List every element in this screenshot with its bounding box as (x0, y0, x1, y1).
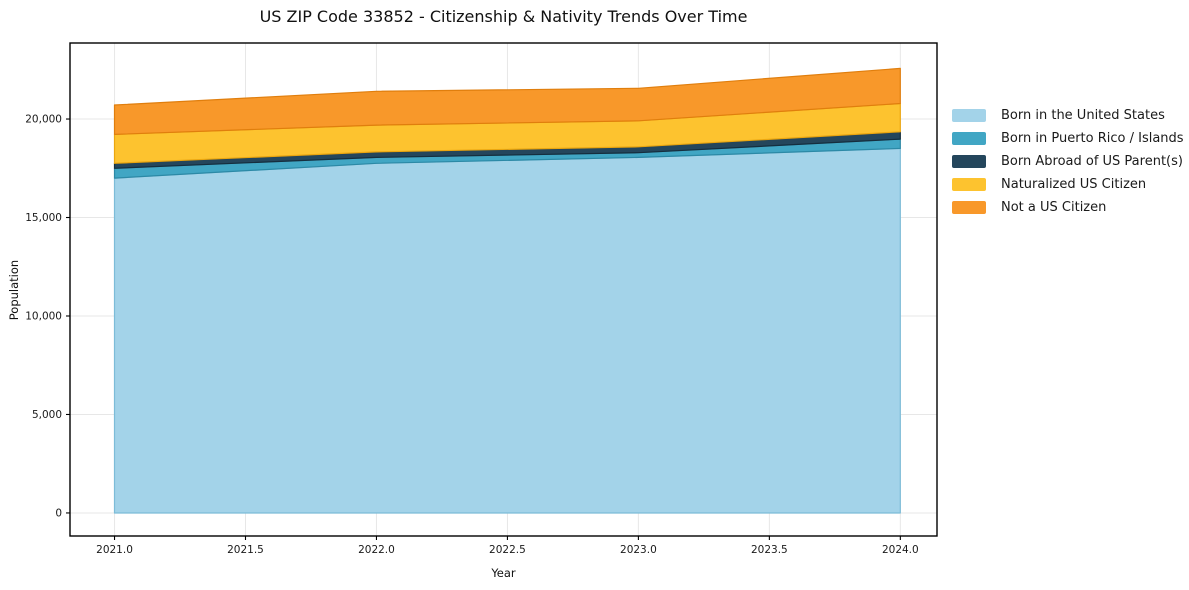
legend-label: Born in Puerto Rico / Islands (1001, 131, 1184, 146)
x-tick-label: 2022.0 (358, 544, 395, 556)
legend-item: Born Abroad of US Parent(s) (952, 150, 1187, 173)
y-tick-label: 5,000 (32, 409, 62, 421)
x-tick-label: 2021.5 (227, 544, 264, 556)
y-tick-label: 0 (55, 507, 62, 519)
legend-swatch-born-in-us-icon (952, 109, 986, 122)
chart-title: US ZIP Code 33852 - Citizenship & Nativi… (259, 7, 748, 26)
x-axis-label: Year (491, 566, 516, 580)
legend-swatch-born-in-pr-icon (952, 132, 986, 145)
legend: Born in the United States Born in Puerto… (952, 104, 1187, 219)
y-tick-label: 15,000 (25, 212, 62, 224)
legend-item: Born in Puerto Rico / Islands (952, 127, 1187, 150)
legend-label: Born Abroad of US Parent(s) (1001, 154, 1183, 169)
y-tick-label: 20,000 (25, 114, 62, 126)
legend-label: Born in the United States (1001, 108, 1165, 123)
area-series-0 (113, 147, 901, 514)
legend-label: Not a US Citizen (1001, 200, 1107, 215)
legend-item: Born in the United States (952, 104, 1187, 127)
legend-swatch-naturalized-icon (952, 178, 986, 191)
x-tick-label: 2021.0 (96, 544, 133, 556)
legend-item: Not a US Citizen (952, 196, 1187, 219)
plot-frame (69, 42, 938, 537)
y-tick-label: 10,000 (25, 310, 62, 322)
x-tick-label: 2023.0 (620, 544, 657, 556)
x-tick-label: 2022.5 (489, 544, 526, 556)
legend-label: Naturalized US Citizen (1001, 177, 1147, 192)
x-tick-label: 2024.0 (882, 544, 919, 556)
x-tick-label: 2023.5 (751, 544, 788, 556)
area-series-4 (113, 67, 901, 135)
legend-swatch-not-citizen-icon (952, 201, 986, 214)
legend-item: Naturalized US Citizen (952, 173, 1187, 196)
legend-swatch-born-abroad-icon (952, 155, 986, 168)
